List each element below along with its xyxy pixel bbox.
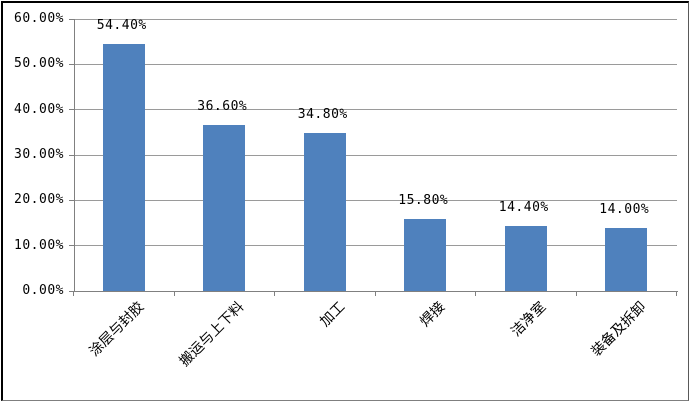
bar-value-label: 34.80% bbox=[297, 107, 348, 123]
y-axis-tick-mark bbox=[68, 290, 74, 292]
bar bbox=[605, 227, 648, 291]
bar-value-label: 14.40% bbox=[498, 199, 549, 215]
y-axis-tick-mark bbox=[68, 245, 74, 247]
bar-value-label: 54.40% bbox=[96, 18, 147, 34]
x-axis-tick-mark bbox=[575, 291, 577, 296]
x-axis-line bbox=[73, 290, 678, 292]
bar-value-label: 36.60% bbox=[197, 99, 248, 115]
y-axis-tick-label: 30.00% bbox=[14, 147, 64, 162]
y-axis-tick-label: 10.00% bbox=[14, 237, 64, 253]
gridline bbox=[73, 109, 677, 111]
bar bbox=[102, 44, 145, 291]
x-axis-category-label: 涂层与封胶 bbox=[86, 299, 148, 360]
gridline bbox=[73, 63, 677, 65]
x-axis-tick-mark bbox=[676, 291, 677, 296]
y-axis-tick-mark bbox=[68, 63, 74, 65]
x-axis-tick-mark bbox=[173, 291, 175, 296]
y-axis-tick-label: 20.00% bbox=[14, 192, 64, 208]
x-axis-tick-mark bbox=[374, 291, 376, 296]
y-axis-tick-mark bbox=[68, 109, 74, 111]
bar bbox=[404, 219, 447, 291]
gridline bbox=[73, 154, 677, 156]
y-axis-tick-label: 60.00% bbox=[14, 11, 64, 26]
chart-frame bbox=[1, 1, 689, 401]
x-axis-tick-mark bbox=[73, 291, 74, 296]
bar bbox=[203, 125, 246, 291]
x-axis-tick-mark bbox=[274, 291, 275, 296]
x-axis-tick-mark bbox=[475, 291, 476, 296]
y-axis-tick-mark bbox=[68, 18, 74, 20]
y-axis-tick-label: 0.00% bbox=[22, 283, 64, 298]
y-axis-tick-mark bbox=[68, 154, 74, 156]
y-axis-tick-label: 50.00% bbox=[14, 56, 64, 72]
y-axis-tick-mark bbox=[68, 199, 74, 201]
bar-value-label: 14.00% bbox=[599, 201, 650, 217]
y-axis-tick-label: 40.00% bbox=[14, 101, 64, 117]
bar bbox=[303, 133, 346, 291]
y-axis-line bbox=[73, 19, 75, 292]
gridline bbox=[73, 245, 677, 247]
bar bbox=[504, 225, 547, 291]
gridline bbox=[73, 18, 677, 20]
gridline bbox=[73, 199, 677, 201]
bar-value-label: 15.80% bbox=[398, 193, 449, 209]
